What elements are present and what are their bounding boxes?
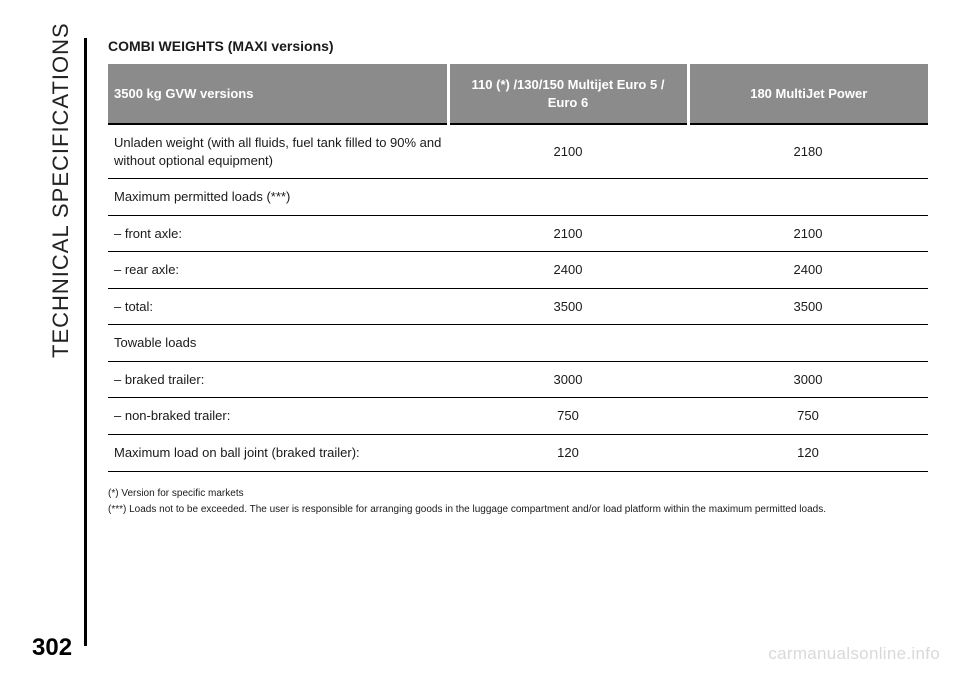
row-label: – non-braked trailer: xyxy=(108,398,448,435)
table-row: Maximum permitted loads (***) xyxy=(108,179,928,216)
row-value xyxy=(448,325,688,362)
footnote-line: (*) Version for specific markets xyxy=(108,486,928,502)
page-title: COMBI WEIGHTS (MAXI versions) xyxy=(108,38,928,54)
side-section-text: TECHNICAL SPECIFICATIONS xyxy=(48,22,74,358)
row-label: Maximum load on ball joint (braked trail… xyxy=(108,435,448,472)
row-value: 120 xyxy=(448,435,688,472)
row-value: 2400 xyxy=(688,252,928,289)
row-label: – rear axle: xyxy=(108,252,448,289)
row-label: – total: xyxy=(108,288,448,325)
side-section-label: TECHNICAL SPECIFICATIONS xyxy=(48,38,76,358)
weights-table: 3500 kg GVW versions 110 (*) /130/150 Mu… xyxy=(108,64,928,472)
row-value: 2180 xyxy=(688,124,928,179)
table-row: – total: 3500 3500 xyxy=(108,288,928,325)
row-value: 3500 xyxy=(448,288,688,325)
row-value: 750 xyxy=(448,398,688,435)
footnotes: (*) Version for specific markets (***) L… xyxy=(108,486,928,518)
row-label: Towable loads xyxy=(108,325,448,362)
side-vertical-rule xyxy=(84,38,87,646)
row-label: Maximum permitted loads (***) xyxy=(108,179,448,216)
row-label: Unladen weight (with all fluids, fuel ta… xyxy=(108,124,448,179)
row-value: 2100 xyxy=(688,215,928,252)
row-value: 3000 xyxy=(688,361,928,398)
row-value: 750 xyxy=(688,398,928,435)
row-value: 2400 xyxy=(448,252,688,289)
table-row: – non-braked trailer: 750 750 xyxy=(108,398,928,435)
row-value xyxy=(448,179,688,216)
table-header-row: 3500 kg GVW versions 110 (*) /130/150 Mu… xyxy=(108,64,928,124)
table-row: – braked trailer: 3000 3000 xyxy=(108,361,928,398)
table-row: – rear axle: 2400 2400 xyxy=(108,252,928,289)
row-value xyxy=(688,179,928,216)
table-row: Unladen weight (with all fluids, fuel ta… xyxy=(108,124,928,179)
footnote-line: (***) Loads not to be exceeded. The user… xyxy=(108,502,928,518)
row-value: 2100 xyxy=(448,215,688,252)
watermark: carmanualsonline.info xyxy=(768,644,940,664)
row-label: – braked trailer: xyxy=(108,361,448,398)
row-label: – front axle: xyxy=(108,215,448,252)
row-value: 3000 xyxy=(448,361,688,398)
table-body: Unladen weight (with all fluids, fuel ta… xyxy=(108,124,928,471)
table-row: Towable loads xyxy=(108,325,928,362)
main-content: COMBI WEIGHTS (MAXI versions) 3500 kg GV… xyxy=(108,38,928,518)
page-number: 302 xyxy=(32,634,72,662)
row-value: 120 xyxy=(688,435,928,472)
table-row: – front axle: 2100 2100 xyxy=(108,215,928,252)
col-header-version: 3500 kg GVW versions xyxy=(108,64,448,124)
col-header-multijet-power: 180 MultiJet Power xyxy=(688,64,928,124)
row-value: 2100 xyxy=(448,124,688,179)
table-row: Maximum load on ball joint (braked trail… xyxy=(108,435,928,472)
row-value: 3500 xyxy=(688,288,928,325)
row-value xyxy=(688,325,928,362)
col-header-multijet-euro: 110 (*) /130/150 Multijet Euro 5 / Euro … xyxy=(448,64,688,124)
